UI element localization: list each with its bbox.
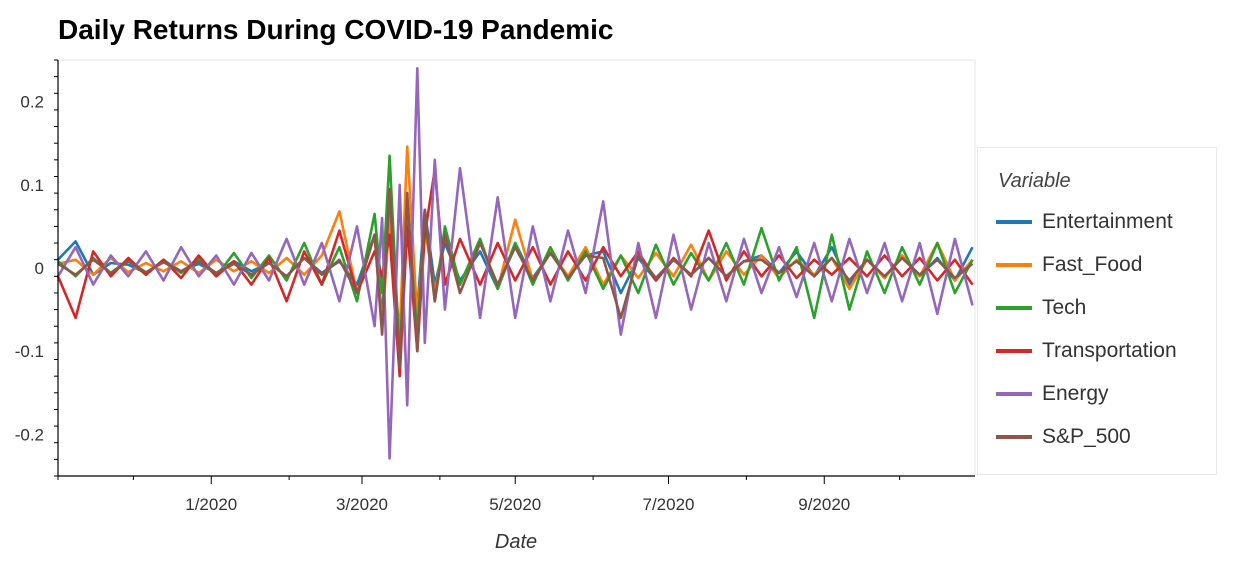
legend-swatch: [996, 392, 1032, 396]
y-tick-label: 0: [35, 259, 44, 278]
x-tick-label: 7/2020: [642, 495, 694, 514]
legend-label: Energy: [1042, 382, 1109, 405]
legend-item[interactable]: Energy: [996, 379, 1109, 409]
x-tick-label: 1/2020: [185, 495, 237, 514]
legend-item[interactable]: Transportation: [996, 336, 1177, 366]
y-tick-label: -0.1: [15, 342, 44, 361]
legend-swatch: [996, 220, 1032, 224]
chart-title: Daily Returns During COVID-19 Pandemic: [58, 14, 614, 45]
legend[interactable]: Variable Entertainment Fast_Food Tech Trans…: [977, 147, 1217, 475]
legend-label: S&P_500: [1042, 425, 1131, 448]
legend-label: Transportation: [1042, 339, 1177, 362]
axes: 0.2 0.1 0 -0.1 -0.2 1/2020 3/2020 5/2020 7/2020 9…: [15, 59, 975, 514]
y-tick-label: -0.2: [15, 425, 44, 444]
series-line-s-p-500: [57, 187, 974, 370]
legend-swatch: [996, 435, 1032, 439]
legend-label: Tech: [1042, 296, 1087, 319]
legend-title: Variable: [998, 170, 1071, 192]
legend-swatch: [996, 306, 1032, 310]
x-axis-label: Date: [495, 531, 537, 553]
x-tick-label: 3/2020: [336, 495, 388, 514]
legend-label: Entertainment: [1042, 210, 1173, 233]
x-tick-label: 5/2020: [489, 495, 541, 514]
series-lines: [56, 67, 974, 460]
legend-item[interactable]: Tech: [996, 293, 1086, 323]
legend-swatch: [996, 349, 1032, 353]
x-tick-label: 9/2020: [798, 495, 850, 514]
legend-swatch: [996, 263, 1032, 267]
legend-label: Fast_Food: [1042, 253, 1143, 276]
y-tick-label: 0.1: [20, 176, 44, 195]
legend-item[interactable]: S&P_500: [996, 422, 1131, 452]
legend-item[interactable]: Entertainment: [996, 207, 1173, 237]
legend-item[interactable]: Fast_Food: [996, 250, 1142, 280]
series-line-energy: [56, 67, 974, 460]
y-tick-label: 0.2: [20, 93, 44, 112]
